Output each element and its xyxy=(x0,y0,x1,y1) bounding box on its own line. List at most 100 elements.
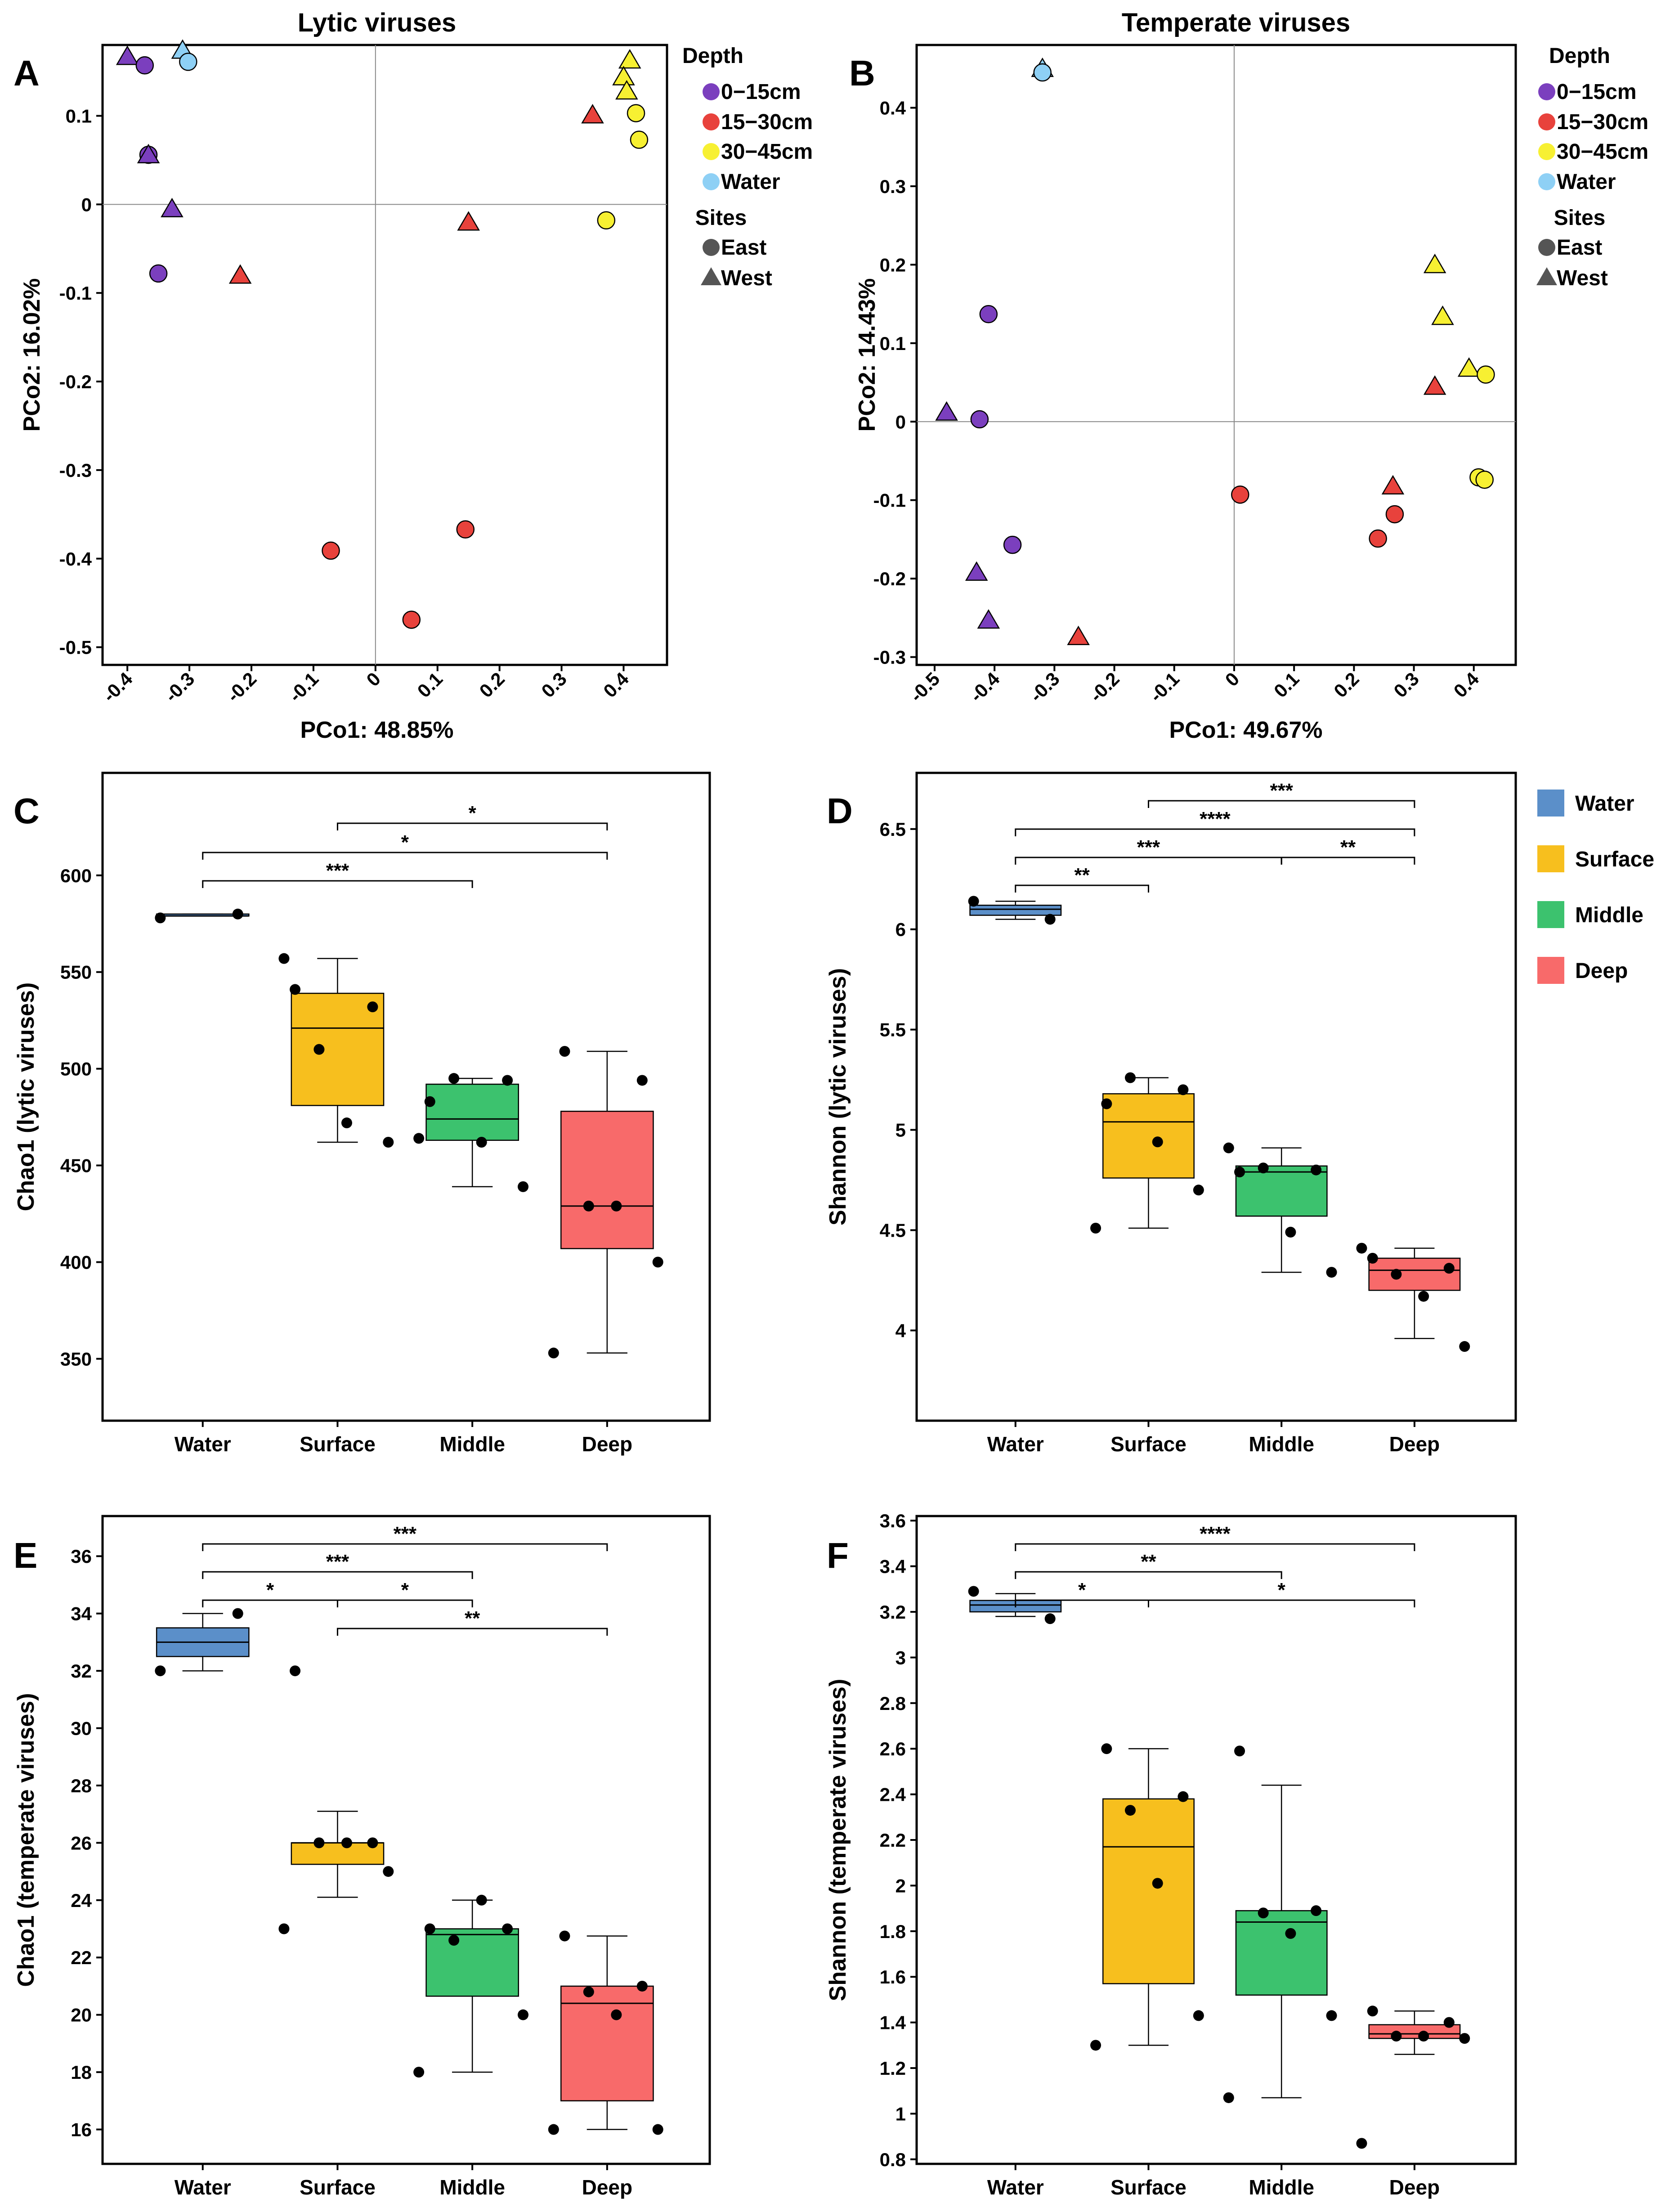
legend-label-30-45cm: 30−45cm xyxy=(721,140,813,164)
panel-e-x-ticks: Water Surface Middle Deep xyxy=(175,2164,632,2199)
significance-bracket xyxy=(1015,1571,1282,1579)
legend-swatch-0-15cm xyxy=(1538,83,1555,100)
data-point xyxy=(968,1586,979,1597)
legend-label-0-15cm: 0−15cm xyxy=(721,80,801,104)
data-point xyxy=(1178,1791,1189,1802)
data-point xyxy=(424,1923,435,1934)
box-surface xyxy=(291,1842,385,1865)
y-tick-label: 0.1 xyxy=(66,105,92,126)
data-point xyxy=(1326,2010,1337,2021)
significance-bracket xyxy=(202,1571,473,1579)
panel-f-points xyxy=(968,1586,1470,2149)
data-point xyxy=(1367,1252,1378,1264)
sample-point-east xyxy=(1477,365,1495,384)
y-tick-label: 4.5 xyxy=(880,1220,906,1241)
data-point xyxy=(1124,1805,1136,1816)
x-tick-label: -0.4 xyxy=(966,668,1004,706)
x-tick-label: -0.2 xyxy=(1086,668,1124,706)
data-point xyxy=(548,1347,559,1359)
y-tick-label: 2.4 xyxy=(880,1784,906,1805)
legend-swatch-surface xyxy=(1537,845,1564,872)
x-category-label: Water xyxy=(175,1432,231,1456)
box-surface xyxy=(1102,1093,1195,1179)
sample-point-west xyxy=(228,264,252,284)
significance-label: ** xyxy=(1340,836,1356,858)
significance-bracket xyxy=(1015,828,1415,836)
sample-point-west xyxy=(137,144,160,163)
panel-b-x-ticks: -0.5 -0.4 -0.3 -0.2 -0.1 0 0.1 0.2 0.3 0.4 xyxy=(906,665,1483,706)
legend-swatch-water xyxy=(1538,173,1555,190)
sample-point-west xyxy=(457,211,480,231)
y-tick-label: 22 xyxy=(71,1947,92,1968)
data-point xyxy=(341,1837,352,1849)
y-tick-label: 18 xyxy=(71,2062,92,2083)
legend-label-middle: Middle xyxy=(1575,903,1643,927)
box-middle xyxy=(425,1083,519,1141)
significance-bracket xyxy=(1015,1543,1415,1551)
panel-e-significance: ******* *** xyxy=(202,1523,608,1636)
significance-label: * xyxy=(401,831,409,853)
panel-f-significance: ******* * xyxy=(1015,1523,1415,1607)
data-point xyxy=(1326,1267,1337,1278)
panel-e-points xyxy=(155,1608,663,2135)
sample-point-west xyxy=(581,104,604,124)
data-point xyxy=(341,1117,352,1129)
sample-point-west xyxy=(1457,357,1481,377)
significance-label: *** xyxy=(326,860,349,882)
data-point xyxy=(1418,2031,1429,2042)
x-tick-label: -0.5 xyxy=(906,668,944,706)
data-point xyxy=(313,1837,325,1849)
panel-f-y-ticks: 0.8 1 1.2 1.4 1.6 1.8 2 2.2 2.4 2.6 2.8 3 3.2 3.4 3.6 xyxy=(880,1510,917,2170)
x-category-label: Surface xyxy=(1110,2176,1186,2199)
significance-label: *** xyxy=(1270,780,1294,802)
panel-label-a: A xyxy=(13,53,40,93)
data-point xyxy=(1044,914,1056,925)
panel-a-y-axis-label: PCo2: 16.02% xyxy=(19,278,45,431)
panel-b-legend-sites-title: Sites xyxy=(1554,206,1606,230)
sample-point-west xyxy=(161,197,184,218)
y-tick-label: 1.2 xyxy=(880,2058,906,2079)
data-point xyxy=(1459,2033,1470,2044)
data-point xyxy=(448,1073,460,1084)
sample-point-east xyxy=(456,520,475,539)
x-category-label: Middle xyxy=(439,2176,505,2199)
data-point xyxy=(290,1665,301,1677)
data-point xyxy=(1356,2138,1367,2149)
panel-d-x-ticks: Water Surface Middle Deep xyxy=(987,1421,1440,1456)
significance-label: ** xyxy=(1141,1551,1156,1573)
box-water xyxy=(969,904,1062,916)
x-tick-label: 0.1 xyxy=(413,668,447,702)
data-point xyxy=(232,908,243,920)
sample-point-east xyxy=(149,264,168,283)
data-point xyxy=(1311,1905,1322,1916)
y-tick-label: 0.8 xyxy=(880,2149,906,2170)
significance-bracket xyxy=(1280,857,1415,865)
panel-c-plot-frame xyxy=(101,772,711,1422)
x-tick-label: 0.3 xyxy=(537,668,571,702)
panel-b: B Temperate viruses 0.40.30.20.10-0.1-0.… xyxy=(849,8,1648,743)
panel-c-y-ticks: 350 400 450 500 550 600 xyxy=(60,865,103,1369)
legend-swatch-deep xyxy=(1537,957,1564,984)
panel-a-plot-frame xyxy=(101,44,668,666)
significance-bracket xyxy=(336,822,608,830)
data-point xyxy=(611,1200,622,1211)
legend-label-deep: Deep xyxy=(1575,959,1628,983)
data-point xyxy=(1193,2010,1204,2021)
sample-point-east xyxy=(979,305,998,323)
legend-label-water: Water xyxy=(1557,170,1616,194)
y-tick-label: 32 xyxy=(71,1660,92,1682)
legend-label-30-45cm: 30−45cm xyxy=(1557,140,1648,164)
data-point xyxy=(424,1096,435,1107)
box-middle xyxy=(425,1928,519,1997)
data-point xyxy=(1234,1745,1245,1757)
data-point xyxy=(155,912,166,924)
data-point xyxy=(583,1986,594,1997)
significance-bracket xyxy=(202,852,608,860)
legend-label-water-box: Water xyxy=(1575,792,1634,816)
significance-bracket xyxy=(202,1599,338,1607)
significance-bracket xyxy=(336,1628,608,1636)
data-point xyxy=(1367,2006,1378,2017)
panel-a-points xyxy=(116,39,649,629)
y-tick-label: 0 xyxy=(895,411,906,432)
box-surface xyxy=(1102,1798,1195,1984)
